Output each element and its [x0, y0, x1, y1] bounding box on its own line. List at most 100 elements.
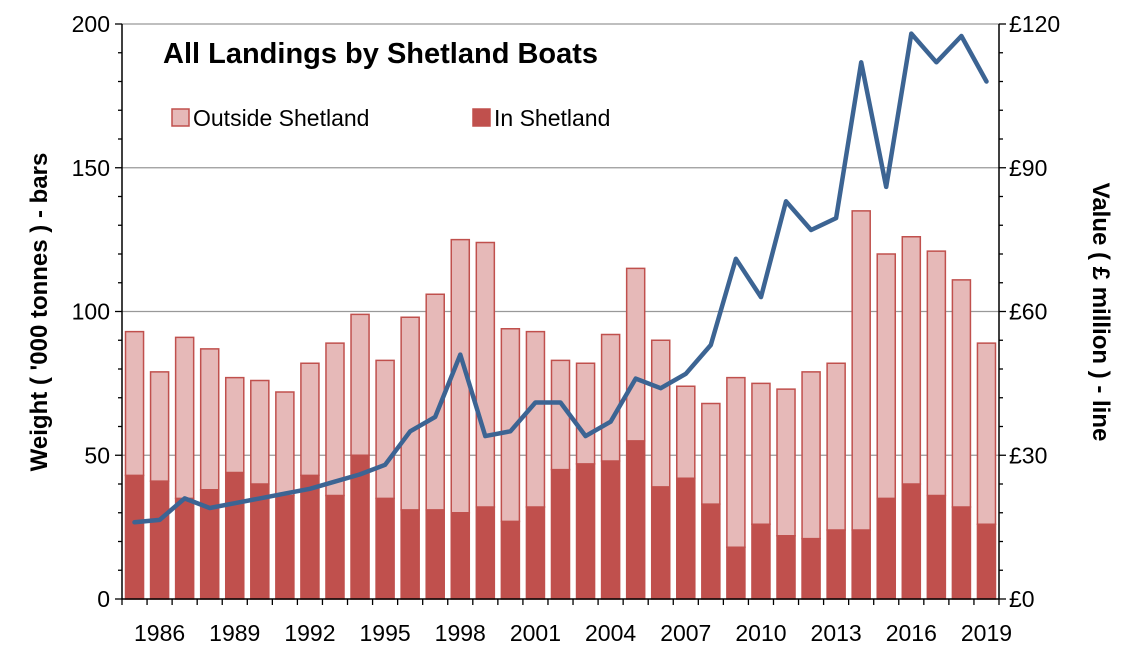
bar-in-shetland [174, 497, 195, 600]
y-left-tick-label: 50 [84, 442, 110, 468]
x-tick-label: 2016 [886, 620, 937, 646]
bar-in-shetland [976, 523, 997, 600]
bar-in-shetland [300, 474, 320, 600]
x-tick-label: 1992 [284, 620, 335, 646]
bar-outside-shetland [500, 328, 521, 523]
y-right-tick-label: £90 [1009, 155, 1047, 181]
bar-outside-shetland [224, 376, 245, 474]
bar-in-shetland [400, 509, 420, 600]
bar-in-shetland [275, 494, 295, 600]
y-right-tick-label: £60 [1009, 299, 1047, 325]
bar-outside-shetland [876, 253, 897, 500]
value-line-path [132, 31, 989, 525]
x-tick-label: 1995 [360, 620, 411, 646]
legend-label-outside-shetland: Outside Shetland [193, 105, 369, 131]
legend-swatch-outside-shetland [171, 108, 190, 127]
bar-in-shetland [600, 460, 621, 600]
bar-outside-shetland [250, 379, 270, 485]
bar-in-shetland [575, 463, 596, 600]
y-left-tick-label: 100 [72, 299, 110, 325]
chart-title: All Landings by Shetland Boats [163, 38, 598, 70]
bar-in-shetland [751, 523, 771, 600]
bar-in-shetland [826, 529, 846, 600]
x-tick-label: 2019 [961, 620, 1012, 646]
x-tick-label: 2013 [811, 620, 862, 646]
y-right-tick-label: £120 [1009, 11, 1060, 37]
bar-outside-shetland [275, 391, 295, 497]
bar-outside-shetland [199, 348, 220, 491]
bar-outside-shetland [350, 313, 370, 456]
bar-in-shetland [851, 529, 871, 600]
y-right-tick-label: £0 [1009, 586, 1035, 612]
bar-outside-shetland [550, 359, 571, 471]
bar-in-shetland [625, 440, 646, 600]
x-tick-label: 1989 [209, 620, 260, 646]
y-left-tick-label: 150 [72, 155, 110, 181]
bar-in-shetland [475, 506, 496, 600]
bar-outside-shetland [926, 250, 947, 497]
bar-outside-shetland [124, 330, 145, 477]
bar-in-shetland [375, 497, 395, 600]
legend: Outside Shetland In Shetland [171, 105, 610, 131]
bar-in-shetland [450, 512, 471, 600]
value-line [132, 31, 989, 525]
bar-outside-shetland [375, 359, 395, 500]
x-tick-label: 2004 [585, 620, 636, 646]
bar-in-shetland [124, 474, 145, 600]
bar-outside-shetland [300, 362, 320, 477]
bar-outside-shetland [425, 293, 445, 511]
bar-outside-shetland [600, 333, 621, 462]
bar-outside-shetland [976, 342, 997, 525]
y-left-tick-label: 200 [72, 11, 110, 37]
x-tick-label: 2007 [660, 620, 711, 646]
bar-outside-shetland [625, 267, 646, 442]
bar-outside-shetland [475, 241, 496, 508]
bar-outside-shetland [751, 382, 771, 525]
bar-outside-shetland [801, 371, 821, 540]
bar-outside-shetland [826, 362, 846, 531]
bar-outside-shetland [174, 336, 195, 500]
bar-outside-shetland [650, 339, 671, 488]
y-axis-left-title: Weight ( '000 tonnes ) - bars [26, 153, 53, 472]
x-tick-label: 2010 [735, 620, 786, 646]
bar-in-shetland [876, 497, 897, 600]
bar-in-shetland [224, 471, 245, 600]
bar-outside-shetland [575, 362, 596, 465]
bar-outside-shetland [701, 402, 721, 505]
bar-in-shetland [901, 483, 922, 600]
x-tick-label: 1998 [435, 620, 486, 646]
y-axis-right-title: Value ( £ million ) - line [1087, 183, 1114, 442]
bar-in-shetland [149, 480, 170, 600]
bar-outside-shetland [149, 371, 170, 482]
bar-outside-shetland [676, 385, 696, 479]
bar-in-shetland [776, 535, 796, 600]
bar-in-shetland [650, 486, 671, 600]
bar-in-shetland [926, 494, 947, 600]
bar-in-shetland [701, 503, 721, 600]
bar-in-shetland [500, 520, 521, 600]
bar-in-shetland [325, 494, 345, 600]
axes [115, 23, 1006, 605]
bar-outside-shetland [951, 279, 972, 508]
y-right-tick-label: £30 [1009, 442, 1047, 468]
legend-label-in-shetland: In Shetland [494, 105, 610, 131]
bars [124, 210, 997, 600]
bar-in-shetland [525, 506, 546, 600]
bar-outside-shetland [400, 316, 420, 511]
y-left-tick-label: 0 [97, 586, 110, 612]
bar-outside-shetland [325, 342, 345, 497]
bar-in-shetland [425, 509, 445, 600]
x-tick-label: 1986 [134, 620, 185, 646]
tick-labels: 0 50 100 150 200 £0 £30 £60 £90 £120 1986 1989 1992 1… [72, 11, 1061, 646]
x-tick-label: 2001 [510, 620, 561, 646]
bar-in-shetland [801, 537, 821, 600]
bar-outside-shetland [851, 210, 871, 531]
bar-outside-shetland [776, 388, 796, 537]
bar-in-shetland [726, 546, 746, 600]
bar-outside-shetland [525, 330, 546, 508]
bar-outside-shetland [901, 236, 922, 485]
bar-in-shetland [550, 468, 571, 600]
bar-in-shetland [676, 477, 696, 600]
legend-swatch-in-shetland [472, 108, 491, 127]
